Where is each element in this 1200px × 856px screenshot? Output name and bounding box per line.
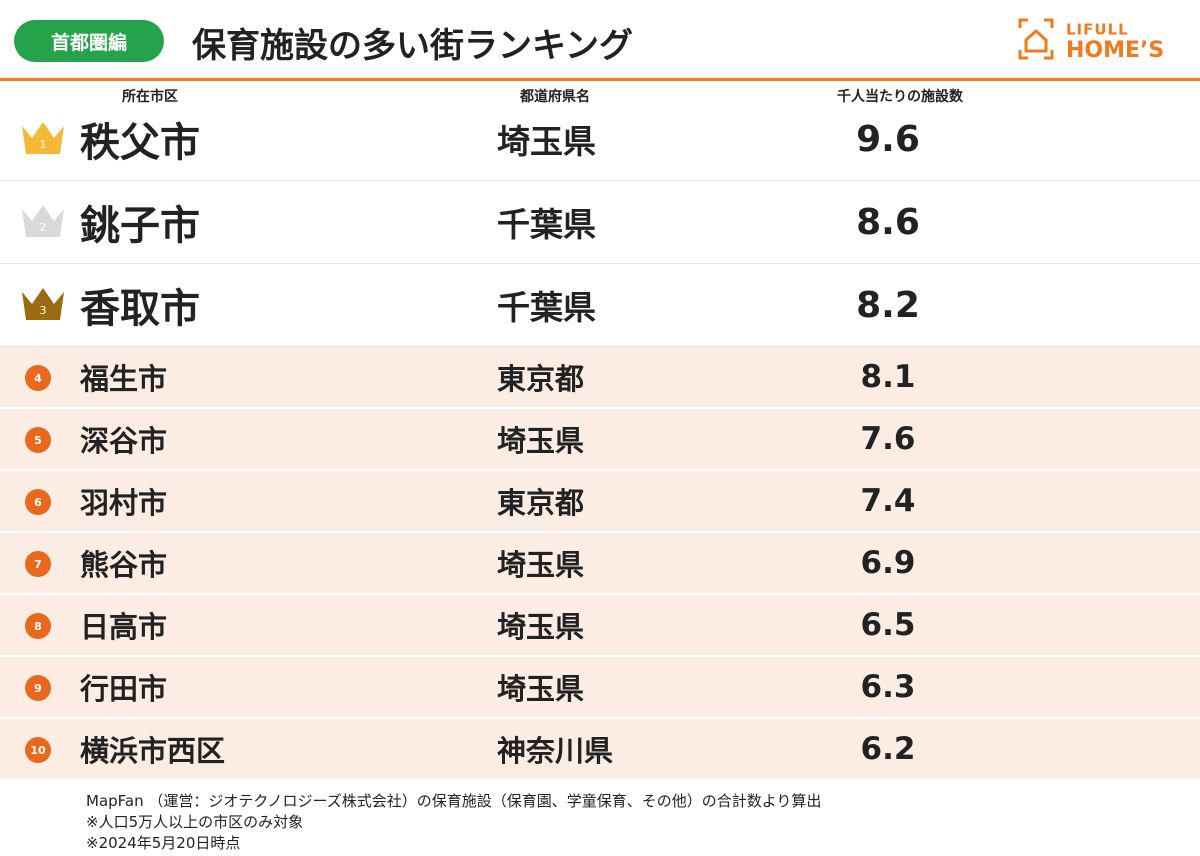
rank-circle <box>25 427 51 453</box>
column-header: 所在市区 <box>122 89 178 105</box>
prefecture: 埼玉県 <box>497 548 585 582</box>
column-header: 都道府県名 <box>520 89 590 105</box>
rank-circle <box>25 675 51 701</box>
top-row: 1 秩父市 埼玉県 9.6 <box>0 98 1200 181</box>
prefecture: 千葉県 <box>497 205 596 244</box>
facility-count: 8.6 <box>856 201 920 243</box>
city: 香取市 <box>80 286 200 332</box>
facility-count: 8.2 <box>856 284 920 326</box>
prefecture: 埼玉県 <box>497 122 596 161</box>
city: 行田市 <box>80 672 168 706</box>
city: 深谷市 <box>80 424 168 458</box>
facility-count: 6.5 <box>860 607 916 643</box>
row: 9 行田市 埼玉県 6.3 <box>0 657 1200 719</box>
prefecture: 千葉県 <box>497 288 596 327</box>
rank-number: 6 <box>34 496 42 509</box>
page-title: 保育施設の多い街ランキング <box>192 26 633 66</box>
city: 日高市 <box>80 610 168 644</box>
rank-number: 5 <box>34 434 42 447</box>
rank-icon: 9 <box>25 675 51 701</box>
prefecture: 埼玉県 <box>497 610 585 644</box>
logo-line2: HOME’S <box>1066 38 1164 62</box>
facility-count: 6.3 <box>860 669 916 705</box>
city: 秩父市 <box>80 120 200 166</box>
rank-circle <box>25 489 51 515</box>
row: 4 福生市 東京都 8.1 <box>0 347 1200 409</box>
row: 6 羽村市 東京都 7.4 <box>0 471 1200 533</box>
facility-count: 7.6 <box>860 421 916 457</box>
header-rule <box>0 78 1200 81</box>
crown-icon: 3 <box>22 288 64 320</box>
crown-icon: 2 <box>22 205 64 237</box>
rank-icon: 5 <box>25 427 51 453</box>
rank-icon: 10 <box>25 737 51 763</box>
rank-circle <box>25 551 51 577</box>
facility-count: 6.2 <box>860 731 916 767</box>
prefecture: 神奈川県 <box>497 734 614 768</box>
note: MapFan （運営：ジオテクノロジーズ株式会社）の保育施設（保育園、学童保育、… <box>86 792 822 810</box>
facility-count: 6.9 <box>860 545 916 581</box>
logo: LIFULL HOME’S <box>1018 18 1164 62</box>
rank-circle <box>25 365 51 391</box>
rank-number: 1 <box>40 138 47 151</box>
city: 銚子市 <box>80 203 200 249</box>
rank-circle <box>25 737 51 763</box>
city: 福生市 <box>80 362 168 396</box>
logo-icon <box>1018 18 1054 60</box>
logo-line1: LIFULL <box>1066 21 1129 39</box>
row: 5 深谷市 埼玉県 7.6 <box>0 409 1200 471</box>
row: 7 熊谷市 埼玉県 6.9 <box>0 533 1200 595</box>
facility-count: 9.6 <box>856 118 920 160</box>
rank-number: 3 <box>40 304 47 317</box>
crown-shape <box>22 205 64 237</box>
crown-shape <box>22 288 64 320</box>
region-badge: 首都圏編 <box>14 20 164 62</box>
top-row: 3 香取市 千葉県 8.2 <box>0 264 1200 347</box>
rank-icon: 6 <box>25 489 51 515</box>
city: 羽村市 <box>80 486 168 520</box>
row: 10 横浜市西区 神奈川県 6.2 <box>0 719 1200 781</box>
prefecture: 埼玉県 <box>497 672 585 706</box>
row: 8 日高市 埼玉県 6.5 <box>0 595 1200 657</box>
prefecture: 東京都 <box>497 362 585 396</box>
facility-count: 8.1 <box>860 359 916 395</box>
rank-circle <box>25 613 51 639</box>
crown-shape <box>22 122 64 154</box>
rank-number: 7 <box>34 558 42 571</box>
rank-icon: 7 <box>25 551 51 577</box>
top-row: 2 銚子市 千葉県 8.6 <box>0 181 1200 264</box>
city: 横浜市西区 <box>80 734 226 768</box>
note: ※人口5万人以上の市区のみ対象 <box>86 813 304 831</box>
rank-number: 2 <box>40 221 47 234</box>
rank-number: 4 <box>34 372 42 385</box>
rank-number: 9 <box>34 682 42 695</box>
rank-number: 10 <box>30 744 46 757</box>
crown-icon: 1 <box>22 122 64 154</box>
rank-number: 8 <box>34 620 42 633</box>
prefecture: 東京都 <box>497 486 585 520</box>
note: ※2024年5月20日時点 <box>86 834 241 852</box>
prefecture: 埼玉県 <box>497 424 585 458</box>
rank-icon: 8 <box>25 613 51 639</box>
city: 熊谷市 <box>80 548 168 582</box>
column-header: 千人当たりの施設数 <box>837 89 963 105</box>
rank-icon: 4 <box>25 365 51 391</box>
facility-count: 7.4 <box>860 483 916 519</box>
